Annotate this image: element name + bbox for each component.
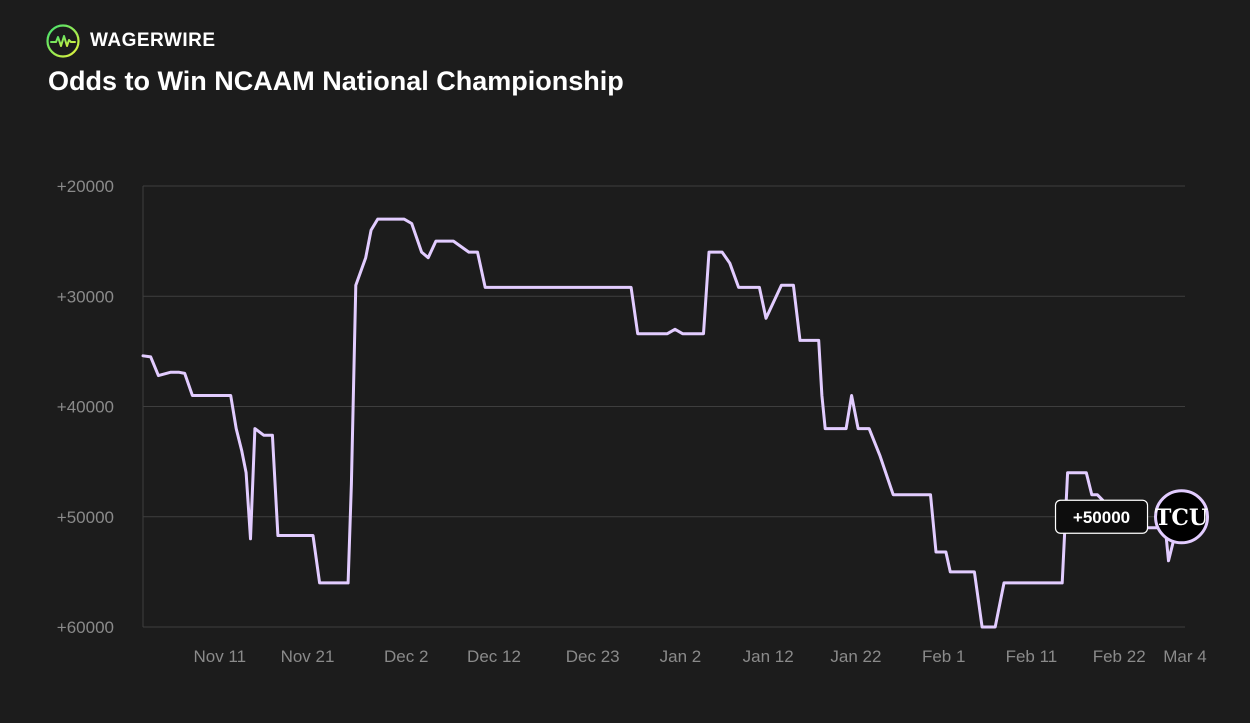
x-tick-label: Jan 22 <box>830 647 881 666</box>
x-tick-label: Dec 2 <box>384 647 428 666</box>
x-tick-label: Nov 21 <box>281 647 335 666</box>
odds-value-label: +50000 <box>1073 508 1130 527</box>
y-tick-label: +50000 <box>57 508 114 527</box>
y-tick-label: +30000 <box>57 287 114 306</box>
y-tick-label: +60000 <box>57 618 114 637</box>
x-tick-label: Mar 4 <box>1163 647 1206 666</box>
y-tick-label: +20000 <box>57 177 114 196</box>
pulse-line-icon <box>46 24 80 58</box>
brand-name: WAGERWIRE <box>90 30 216 51</box>
odds-value-badge <box>1054 499 1149 534</box>
page-title: Odds to Win NCAAM National Championship <box>48 66 624 96</box>
x-tick-label: Dec 23 <box>566 647 620 666</box>
x-tick-label: Jan 2 <box>660 647 702 666</box>
x-tick-label: Feb 1 <box>922 647 965 666</box>
x-tick-label: Feb 11 <box>1006 647 1058 666</box>
x-tick-label: Nov 11 <box>193 647 246 666</box>
team-logo-text: TCU <box>1155 505 1208 531</box>
brand[interactable]: WAGERWIRE <box>46 24 216 58</box>
series-line-tcu <box>141 217 1181 629</box>
y-tick-label: +40000 <box>57 398 114 417</box>
x-tick-label: Dec 12 <box>467 647 521 666</box>
x-tick-label: Jan 12 <box>743 647 794 666</box>
x-tick-label: Feb 22 <box>1093 647 1146 666</box>
team-logo-badge <box>1154 489 1210 545</box>
